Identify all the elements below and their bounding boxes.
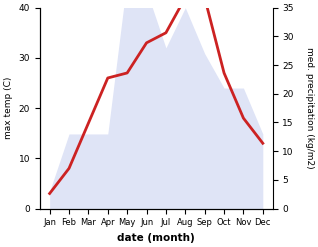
Y-axis label: max temp (C): max temp (C) [4, 77, 13, 139]
Y-axis label: med. precipitation (kg/m2): med. precipitation (kg/m2) [305, 47, 314, 169]
X-axis label: date (month): date (month) [117, 233, 195, 243]
